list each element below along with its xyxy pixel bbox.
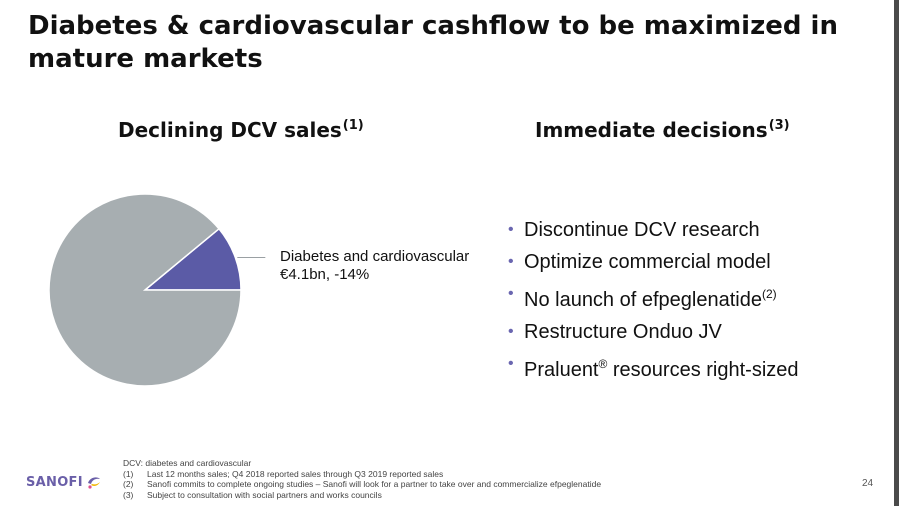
- pie-slice-other: [48, 193, 242, 387]
- bullet-dot-icon: •: [508, 253, 514, 270]
- pie-slice-annotation: Diabetes and cardiovascular €4.1bn, -14%: [280, 248, 469, 284]
- decision-item: • Praluent® resources right-sized: [508, 348, 799, 386]
- decision-text-suffix: resources right-sized: [607, 359, 799, 381]
- sales-pie-chart: [48, 193, 266, 387]
- left-heading-footnote-ref: (1): [342, 118, 364, 133]
- footnote-row: (3) Subject to consultation with social p…: [123, 490, 601, 501]
- footnote-text: Subject to consultation with social part…: [147, 489, 382, 500]
- footnote-number: (1): [123, 468, 134, 479]
- bullet-dot-icon: •: [508, 323, 514, 340]
- decision-text: Praluent: [524, 359, 599, 381]
- slide-edge-bar: [894, 0, 899, 506]
- left-heading-text: Declining DCV sales: [118, 118, 342, 142]
- bullet-dot-icon: •: [508, 221, 514, 238]
- decision-item: • Restructure Onduo JV: [508, 316, 799, 348]
- decision-text: Restructure Onduo JV: [524, 321, 722, 343]
- decision-item: • No launch of efpeglenatide(2): [508, 278, 799, 316]
- logo-wordmark: SANOFI: [26, 474, 83, 490]
- footnote-row: (2) Sanofi commits to complete ongoing st…: [123, 479, 601, 490]
- sanofi-bird-logo-icon: [87, 477, 100, 489]
- footnotes: DCV: diabetes and cardiovascular (1) Last…: [123, 458, 601, 500]
- decision-text: Optimize commercial model: [524, 251, 771, 273]
- annotation-line-1: Diabetes and cardiovascular: [280, 248, 470, 265]
- decision-text: No launch of efpeglenatide: [524, 289, 762, 311]
- decision-footnote-ref: (2): [761, 287, 777, 301]
- decision-text: Discontinue DCV research: [524, 219, 760, 241]
- bullet-dot-icon: •: [508, 355, 514, 372]
- left-column-heading: Declining DCV sales(1): [118, 118, 364, 142]
- decision-item: • Optimize commercial model: [508, 246, 799, 278]
- decision-item: • Discontinue DCV research: [508, 214, 799, 246]
- footnote-text: Last 12 months sales; Q4 2018 reported s…: [147, 468, 444, 479]
- footnote-number: (2): [123, 479, 134, 490]
- bullet-dot-icon: •: [508, 285, 514, 302]
- registered-mark: ®: [598, 357, 608, 371]
- footnote-row: (1) Last 12 months sales; Q4 2018 reporte…: [123, 469, 601, 480]
- footnote-text: Sanofi commits to complete ongoing studi…: [147, 479, 602, 490]
- sanofi-logo: SANOFI: [26, 474, 102, 490]
- right-heading-footnote-ref: (3): [768, 118, 790, 133]
- right-heading-text: Immediate decisions: [535, 118, 768, 142]
- footnote-number: (3): [123, 489, 134, 500]
- right-column-heading: Immediate decisions(3): [535, 118, 790, 142]
- decisions-list: • Discontinue DCV research • Optimize comm…: [508, 214, 799, 386]
- annotation-line-2: €4.1bn, -14%: [280, 266, 370, 283]
- page-number: 24: [862, 478, 874, 489]
- pie-slice-dcv: [142, 227, 242, 291]
- slide-title: Diabetes & cardiovascular cashflow to be…: [28, 11, 838, 74]
- footnote-intro: DCV: diabetes and cardiovascular: [123, 458, 252, 468]
